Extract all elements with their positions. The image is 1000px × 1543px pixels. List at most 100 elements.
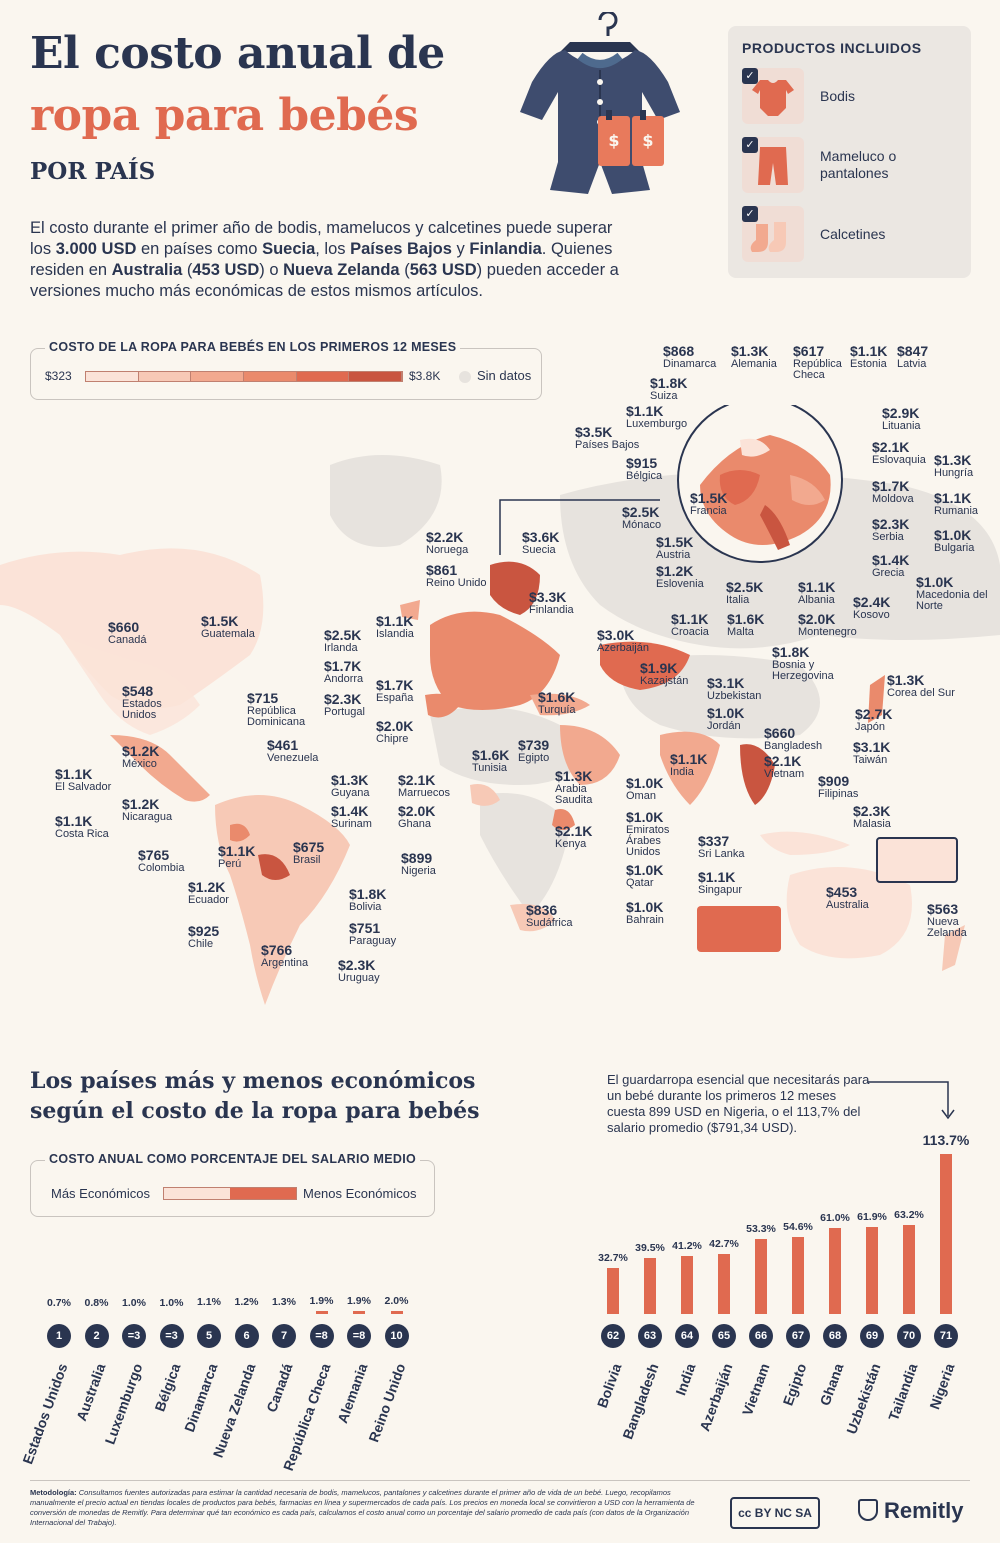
rank-badge: =3 [159,1324,184,1348]
no-data-label: Sin datos [477,368,532,383]
map-label-value: $2.0K [398,803,436,819]
intro-text: ) o [259,261,284,279]
rank-badge: =8 [347,1324,371,1348]
map-label-value: $1.8K [650,375,688,391]
intro-text: y [451,240,470,258]
map-label: $617 República Checa [793,344,865,381]
map-label-value: $925 [188,923,220,939]
map-label: $1.7K España [376,678,413,704]
map-label-value: $1.8K [349,886,387,902]
map-label: $3.0K Azerbaiján [597,628,649,654]
map-label-value: $548 [122,683,154,699]
map-label-country: Lituania [882,420,921,432]
map-label-country: República Dominicana [247,705,306,728]
map-label: $1.0K Bahrain [626,900,664,926]
map-label: $1.9K Kazajstán [640,661,688,687]
map-label-country: Filipinas [818,788,859,800]
note-arrow-icon [868,1081,955,1120]
map-label-country: Uruguay [338,972,380,984]
map-label: $1.1K Croacia [671,612,709,638]
map-label-value: $2.0K [376,718,414,734]
map-label-country: Croacia [671,626,709,638]
product-label: Mameluco o pantalones [820,148,897,181]
bar-value-label: 42.7% [709,1237,739,1250]
bar-value-label: 0.8% [84,1296,109,1309]
rank-badge: 6 [234,1324,259,1348]
map-label-country: Bahrain [626,914,664,926]
map-label-value: $1.2K [122,796,160,812]
salary-legend: COSTO ANUAL COMO PORCENTAJE DEL SALARIO … [30,1152,435,1217]
bar [390,1311,403,1314]
bar-value-label: 1.9% [309,1295,334,1308]
intro-highlight: Nueva Zelanda [283,261,400,279]
intro-text: ) pueden acceder a versiones mucho más e… [30,261,619,300]
product-label: Bodis [820,87,856,104]
rank-badge: 1 [47,1324,71,1348]
map-label: $2.0K Montenegro [798,612,857,638]
rank-badge: 2 [84,1324,109,1348]
map-label: $1.1K Islandia [376,614,414,640]
map-label-value: $861 [426,562,458,578]
map-label-country: Azerbaiján [597,642,649,654]
map-label-country: Malta [727,626,754,638]
map-label-value: $2.5K [622,504,660,520]
rank-badge: 71 [934,1324,958,1348]
map-label-value: $453 [826,884,858,900]
pants-icon [742,137,804,193]
map-label-country: Malasia [853,818,891,830]
map-label: $868 Dinamarca [663,344,716,370]
bar-value-label: 1.2% [234,1296,259,1309]
map-label-value: $847 [897,343,929,359]
map-label-value: $1.1K [218,843,256,859]
map-label: $1.3K Guyana [331,773,370,799]
map-label-value: $2.9K [882,405,920,421]
map-label-country: Costa Rica [55,828,109,840]
map-label-country: Montenegro [798,626,857,638]
intro-text: ( [182,261,193,279]
map-label-country: México [122,758,157,770]
map-label-value: $2.7K [855,706,893,722]
map-label-country: Suiza [650,390,678,402]
intro-highlight: Suecia [262,240,316,258]
bar-value-label: 1.0% [159,1296,184,1309]
indonesia-callout [876,837,958,883]
map-label: $337 Sri Lanka [698,834,744,860]
bar-value-label: 54.6% [783,1221,813,1234]
map-label-value: $1.6K [538,689,576,705]
map-label: $1.2K Eslovenia [656,564,704,590]
map-label-country: El Salvador [55,781,112,793]
intro-text: . Quienes residen en [30,240,613,279]
map-label: $861 Reino Unido [426,563,487,589]
map-label-value: $1.5K [656,534,694,550]
map-label-country: Sri Lanka [698,848,745,860]
map-label-country: Kazajstán [640,675,689,687]
methodology-label: Metodología: [30,1488,77,1497]
map-label-value: $461 [267,737,299,753]
intro-text: en países como [136,240,263,258]
map-label-country: Eslovenia [656,578,704,590]
map-label-value: $1.0K [626,899,664,915]
map-label: $675 Brasil [293,840,324,866]
map-label: $2.1K Vietnam [764,754,804,780]
map-label-value: $1.2K [656,563,694,579]
map-label-country: Estados Unidos [122,698,162,721]
map-label-country: Alemania [731,358,777,370]
map-label-value: $1.0K [916,574,954,590]
tailandia-callout [697,906,781,952]
map-label-country: Nueva Zelanda [927,916,967,939]
map-label: $1.1K India [670,752,707,778]
map-label-country: Corea del Sur [887,687,955,699]
map-label: $548 Estados Unidos [122,684,194,721]
intro-highlight: Países Bajos [350,240,452,258]
map-label: $1.0K Jordán [707,706,744,732]
check-icon: ✓ [742,137,758,153]
map-label-country: Serbia [872,531,904,543]
map-label: $1.1K Rumania [934,491,978,517]
map-legend: COSTO DE LA ROPA PARA BEBÉS EN LOS PRIME… [30,340,542,400]
map-label-country: Sudáfrica [526,917,573,929]
legend-low-label: Más Económicos [51,1186,150,1201]
map-label-value: $1.0K [626,809,664,825]
map-label-country: Jordán [707,720,741,732]
map-label: $2.7K Japón [855,707,892,733]
map-label-value: $2.5K [324,627,362,643]
